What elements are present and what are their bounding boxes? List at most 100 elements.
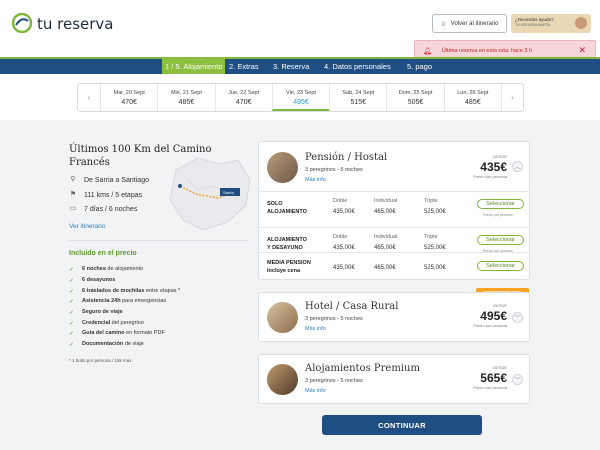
price-from-label: DESDE: [493, 303, 507, 308]
card-title: Alojamientos Premium: [305, 363, 420, 374]
route-map: Sarria: [169, 157, 251, 231]
price-triple: 525,00€: [424, 265, 446, 271]
continue-button[interactable]: CONTINUAR: [322, 415, 482, 435]
date-price: 485€: [465, 99, 481, 106]
included-item-rest: entre etapas *: [144, 288, 181, 294]
included-item-rest: del peregrino: [110, 320, 144, 326]
more-info-link[interactable]: Más info: [305, 388, 326, 394]
card-price: 435€: [480, 160, 507, 174]
date-option[interactable]: Lun, 26 Sept 485€: [443, 84, 501, 111]
option-name-text: ALOJAMIENTO Y DESAYUNO: [267, 237, 307, 251]
chevron-right-icon[interactable]: ›: [500, 84, 523, 111]
select-button[interactable]: Seleccionar: [477, 199, 524, 209]
price-double: 435,00€: [333, 245, 355, 251]
check-icon: ✓: [69, 331, 75, 337]
option-name-text: MEDIA PENSION Incluye cena: [267, 260, 311, 274]
per-person-text: Precio por persona: [483, 213, 513, 217]
itinerary-button-label: Volver al itinerario: [450, 20, 499, 27]
step-extras[interactable]: 2. Extras: [229, 62, 259, 71]
route-distance-text: 111 kms / 5 etapas: [84, 191, 143, 199]
step-accommodation[interactable]: 1 / 5. Alojamiento: [162, 58, 225, 75]
route-from-to-text: De Sarria a Santiago: [84, 176, 149, 184]
top-header: tu reserva ♕ Volver al itinerario ¿Neces…: [0, 0, 600, 57]
location-pin-icon: ⚲: [70, 176, 76, 183]
included-title: Incluido en el precio: [69, 250, 137, 257]
option-row: MEDIA PENSION Incluye cena 435,00€ 465,0…: [259, 252, 531, 280]
date-price: 470€: [235, 99, 252, 106]
back-to-itinerary-button[interactable]: ♕ Volver al itinerario: [432, 14, 507, 33]
included-item: ✓ Asistencia 24h para emergencias: [69, 298, 166, 305]
card-title: Hotel / Casa Rural: [305, 301, 399, 312]
logo-text[interactable]: tu reserva: [37, 15, 114, 33]
help-subtitle: TU ASESORA MARTA: [515, 23, 551, 27]
date-day: Dom, 25 Sept: [398, 90, 433, 96]
chevron-left-icon[interactable]: ‹: [87, 93, 91, 102]
date-option[interactable]: Mié, 21 Sept 485€: [157, 84, 214, 111]
per-person-text: Precio por persona: [483, 249, 513, 253]
price-subtitle: Precio por persona: [473, 385, 507, 390]
included-item-rest: de alojamiento: [105, 266, 144, 272]
chevron-up-icon[interactable]: ︿: [512, 161, 523, 172]
date-option[interactable]: Mar, 20 Sept 470€: [100, 84, 157, 111]
price-triple: 525,00€: [424, 209, 446, 215]
date-option[interactable]: Sab, 24 Sept 515€: [329, 84, 386, 111]
logo-icon[interactable]: [12, 13, 32, 33]
included-item-bold: 6 desayunos: [82, 277, 116, 283]
included-item: ✓ 6 noches de alojamiento: [69, 266, 143, 273]
more-info-link[interactable]: Más info: [305, 177, 326, 183]
hotel-thumbnail: [267, 302, 298, 333]
included-item-bold: Documentación: [82, 341, 124, 347]
price-double: 435,00€: [333, 265, 355, 271]
card-subtitle: 3 peregrinos - 5 noches: [305, 316, 363, 322]
included-item: ✓ Credencial del peregrino: [69, 320, 144, 327]
option-name: SOLO ALOJAMIENTO: [267, 200, 307, 216]
date-price: 470€: [121, 99, 137, 106]
route-duration-text: 7 días / 6 noches: [84, 205, 138, 213]
col-header-double: Doble: [333, 234, 348, 240]
help-title: ¿Necesitas ayuda?: [515, 17, 554, 22]
price-double: 435,00€: [333, 209, 355, 215]
date-option-selected[interactable]: Vie, 23 Sept 495€: [271, 84, 330, 111]
trophy-icon: ♕: [440, 20, 447, 28]
accommodation-card-hostal: Pensión / Hostal 3 peregrinos - 5 noches…: [258, 141, 531, 280]
included-item: ✓ 6 desayunos: [69, 277, 115, 284]
step-booking[interactable]: 3. Reserva: [273, 62, 310, 71]
chevron-down-icon[interactable]: ﹀: [512, 312, 523, 323]
date-option[interactable]: Dom, 25 Sept 505€: [386, 84, 443, 111]
check-icon: ✓: [69, 267, 75, 273]
option-row: ALOJAMIENTO Y DESAYUNO Doble Individual …: [259, 227, 531, 263]
step-payment[interactable]: 5. pago: [407, 62, 433, 71]
included-item: ✓ Guía del camino en formato PDF: [69, 330, 165, 337]
close-icon[interactable]: ✕: [578, 45, 586, 55]
price-subtitle: Precio por persona: [473, 323, 507, 328]
booking-steps-bar: [0, 57, 600, 74]
option-name: MEDIA PENSION Incluye cena: [267, 259, 311, 275]
route-duration: ▭ 7 días / 6 noches: [69, 205, 138, 213]
card-title: Pensión / Hostal: [305, 152, 388, 163]
date-day: Mié, 21 Sept: [170, 90, 202, 96]
check-icon: ✓: [69, 299, 75, 305]
date-option[interactable]: Jue, 22 Sept 470€: [214, 84, 272, 111]
accommodation-card-premium: Alojamientos Premium 3 peregrinos - 5 no…: [258, 354, 530, 404]
route-distance: ⚑ 111 kms / 5 etapas: [69, 191, 142, 199]
check-icon: ✓: [69, 278, 75, 284]
check-icon: ✓: [69, 310, 75, 316]
included-item-bold: Guía del camino: [82, 330, 125, 336]
col-header-single: Individual: [374, 234, 398, 240]
price-from-label: DESDE: [493, 154, 507, 159]
select-button[interactable]: Seleccionar: [477, 261, 524, 271]
included-item-bold: Seguro de viaje: [82, 309, 123, 315]
date-day: Jue, 22 Sept: [228, 90, 260, 96]
alert-text: Última reserva en esta ruta: hace 3 h: [441, 47, 533, 54]
chevron-down-icon[interactable]: ﹀: [512, 374, 523, 385]
date-price: 485€: [178, 99, 195, 106]
included-item-bold: 6 traslados de mochilas: [82, 288, 145, 294]
advisor-avatar: [575, 17, 587, 29]
view-itinerary-link[interactable]: Ver itinerario: [69, 223, 106, 230]
select-button[interactable]: Seleccionar: [477, 235, 524, 245]
step-personal-data[interactable]: 4. Datos personales: [324, 62, 391, 71]
col-header-triple: Triple: [424, 198, 438, 204]
walking-icon: ⚑: [69, 191, 77, 198]
help-advisor-box[interactable]: ¿Necesitas ayuda? TU ASESORA MARTA: [511, 14, 591, 33]
more-info-link[interactable]: Más info: [305, 326, 326, 332]
